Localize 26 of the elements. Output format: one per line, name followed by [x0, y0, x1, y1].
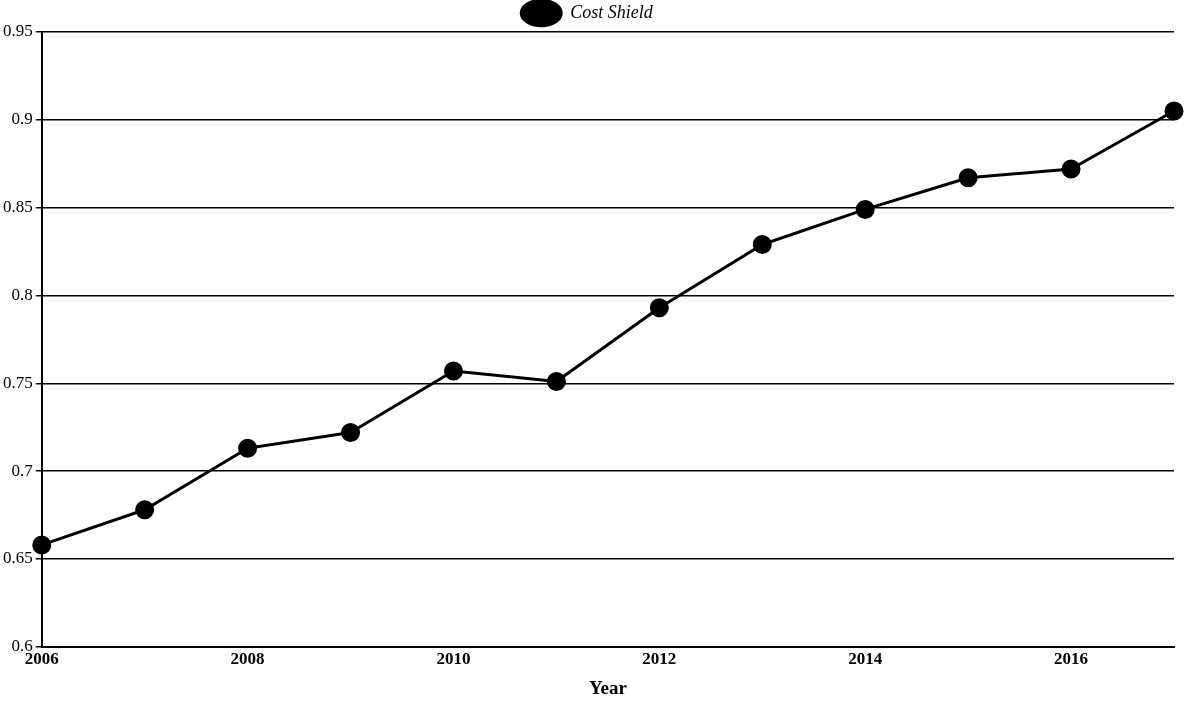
y-tick-label: 0.95 — [3, 21, 33, 41]
y-tick-label: 0.85 — [3, 197, 33, 217]
point — [649, 298, 669, 318]
point — [855, 199, 875, 219]
y-tick-label: 0.65 — [3, 548, 33, 568]
point — [958, 168, 978, 188]
x-tick-label: 2016 — [1054, 649, 1089, 669]
point — [546, 372, 566, 392]
x-tick-label: 2010 — [436, 649, 471, 669]
y-tick-label: 0.8 — [11, 284, 33, 304]
point — [752, 235, 772, 255]
legend-label: Cost Shield — [570, 1, 654, 22]
point — [238, 438, 258, 458]
y-tick-label: 0.75 — [3, 372, 33, 392]
y-tick-label: 0.7 — [11, 460, 34, 480]
point — [1061, 159, 1081, 179]
point — [32, 535, 52, 555]
x-tick-label: 2014 — [848, 649, 883, 669]
point — [135, 500, 155, 520]
point — [341, 423, 361, 442]
point — [1164, 101, 1184, 121]
x-tick-label: 2012 — [642, 649, 677, 669]
x-axis-title: Year — [588, 676, 628, 698]
point — [443, 361, 463, 381]
x-tick-label: 2008 — [230, 649, 265, 669]
y-tick-label: 0.9 — [11, 109, 33, 129]
